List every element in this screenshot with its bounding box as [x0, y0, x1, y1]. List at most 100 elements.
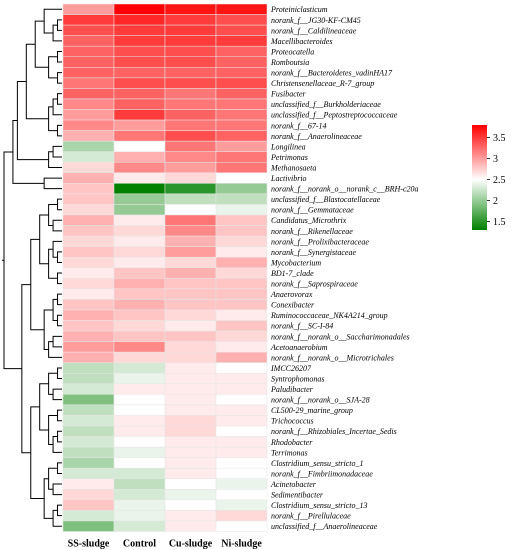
row-label: Acetoanaerobium — [270, 343, 328, 352]
heatmap-cell — [215, 56, 268, 68]
heatmap-cell — [62, 45, 115, 58]
dendrogram-branch — [52, 335, 62, 348]
heatmap-cell — [62, 172, 115, 184]
dendrogram-branch — [52, 483, 62, 496]
row-label: norank_f__Fimbriimonadaceae — [271, 469, 373, 478]
row-label: norank_f__67-14 — [271, 121, 327, 130]
heatmap-cell — [215, 309, 268, 321]
heatmap-cell — [164, 183, 217, 195]
heatmap-cell — [62, 278, 115, 290]
dendrogram-branch — [57, 19, 62, 31]
heatmap-cell — [62, 246, 115, 258]
heatmap-cell — [215, 489, 268, 501]
heatmap-cell — [113, 404, 166, 416]
dendrogram-branch — [48, 341, 62, 358]
row-label: norank_f__norank_o__norank_c__BRH-c20a — [271, 185, 419, 194]
heatmap-cell — [164, 56, 217, 68]
heatmap-cell — [215, 14, 268, 26]
row-label: Fusibacter — [270, 90, 307, 99]
heatmap-cell — [113, 14, 166, 26]
row-label: unclassified_f__Burkholderiaceae — [271, 100, 381, 109]
heatmap-cell — [113, 330, 166, 342]
colorbar-tick-label: 1.5 — [493, 217, 506, 228]
heatmap-cell — [62, 320, 115, 332]
heatmap-cell — [62, 489, 115, 501]
dendrogram-branch — [48, 203, 58, 227]
dendrogram-branch — [52, 219, 62, 232]
heatmap-cell — [113, 436, 166, 448]
heatmap-cell — [62, 130, 115, 142]
heatmap-cell — [62, 3, 115, 15]
heatmap-cell — [164, 88, 217, 100]
heatmap-cell — [164, 520, 217, 532]
heatmap-cell — [164, 45, 217, 58]
row-label: Romboutsia — [270, 58, 309, 67]
heatmap-cell — [215, 436, 268, 448]
heatmap-cell — [215, 109, 268, 121]
heatmap-cell — [62, 35, 115, 47]
heatmap-cell — [164, 457, 217, 469]
heatmap-cell — [164, 235, 217, 247]
heatmap-cell — [113, 457, 166, 469]
heatmap-cell — [62, 235, 115, 247]
heatmap-cell — [62, 394, 115, 406]
heatmap-cell — [113, 24, 166, 36]
heatmap-cell — [215, 520, 268, 532]
row-label: Macellibacteroides — [270, 37, 332, 46]
heatmap-cell — [215, 183, 268, 195]
heatmap-cell — [113, 373, 166, 385]
heatmap-cell — [215, 140, 268, 152]
heatmap-cell — [215, 288, 268, 300]
row-label: norank_f__Anaerolineaceae — [271, 132, 362, 141]
dendrogram-branch — [25, 43, 49, 120]
heatmap-cell — [215, 151, 268, 163]
heatmap-cell — [62, 88, 115, 100]
heatmap-cell — [113, 510, 166, 522]
heatmap-cell — [215, 330, 268, 342]
heatmap-cell — [62, 309, 115, 321]
row-label: Sedimentibacter — [271, 491, 324, 500]
row-label: norank_f__Bacteroidetes_vadinHA17 — [271, 69, 393, 78]
row-label: norank_f__Caldilineaceae — [271, 26, 357, 35]
heatmap-cell — [215, 404, 268, 416]
heatmap-cell — [164, 436, 217, 448]
heatmap-cell — [164, 77, 217, 89]
row-label: Anaerovorax — [270, 290, 313, 299]
heatmap-cell — [113, 56, 166, 68]
heatmap-cell — [113, 309, 166, 321]
heatmap-cell — [215, 341, 268, 353]
heatmap-cell — [62, 373, 115, 385]
heatmap-cell — [113, 214, 166, 226]
heatmap-cell — [215, 256, 268, 269]
heatmap-cell — [62, 267, 115, 279]
heatmap-cell — [62, 56, 115, 68]
heatmap-cell — [62, 140, 115, 152]
heatmap-cell — [164, 510, 217, 522]
heatmap-cell — [62, 256, 115, 269]
heatmap-cell — [215, 394, 268, 406]
heatmap-cell — [62, 98, 115, 110]
column-label: SS-sludge — [68, 539, 110, 550]
heatmap-cell — [164, 373, 217, 385]
heatmap-cell — [164, 394, 217, 406]
heatmap-cell — [215, 362, 268, 374]
heatmap-cell — [113, 119, 166, 131]
row-label: Longilinea — [270, 142, 306, 151]
heatmap-cell — [62, 425, 115, 437]
heatmap-cell — [215, 415, 268, 427]
heatmap-cell — [62, 436, 115, 448]
colorbar-tick-label: 2.5 — [493, 175, 506, 186]
dendrogram-branch — [57, 367, 62, 380]
heatmap-cell — [113, 183, 166, 195]
dendrogram-branch — [30, 238, 45, 331]
row-label: Syntrophomonas — [271, 374, 324, 383]
heatmap-cell — [164, 278, 217, 290]
heatmap-cell — [62, 204, 115, 216]
dendrogram-branch — [57, 314, 62, 327]
heatmap-cell — [113, 278, 166, 290]
heatmap-cell — [113, 77, 166, 89]
heatmap-cell — [62, 77, 115, 89]
heatmap-cell — [164, 489, 217, 501]
column-label: Control — [123, 539, 156, 550]
dendrogram-branch — [57, 251, 62, 263]
